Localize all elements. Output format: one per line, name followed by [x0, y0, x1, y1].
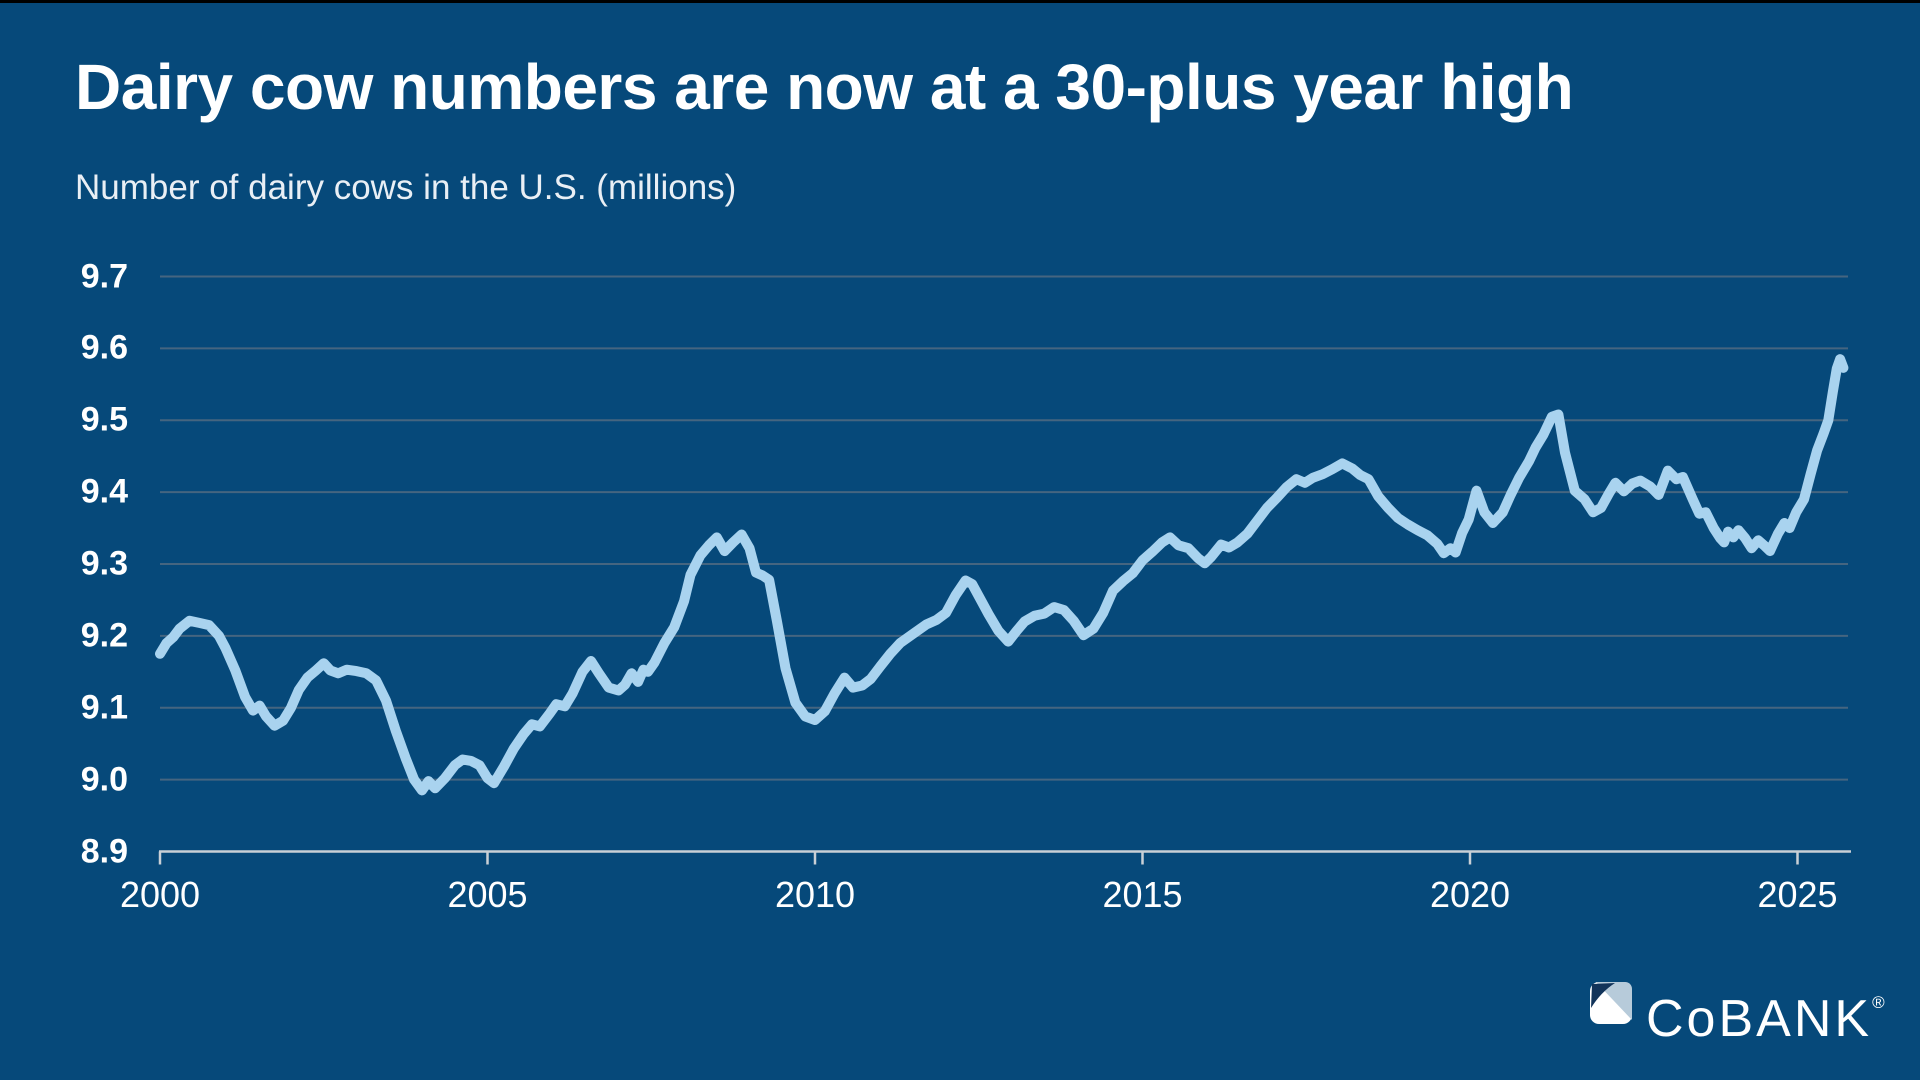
top-border [0, 0, 1920, 3]
y-tick-label: 9.2 [80, 616, 128, 655]
y-tick-label: 9.4 [80, 472, 128, 511]
y-tick-label: 8.9 [80, 832, 128, 870]
y-tick-label: 9.0 [80, 760, 128, 799]
x-tick-label: 2000 [119, 874, 201, 915]
y-tick-label: 9.7 [80, 257, 128, 295]
cobank-logo-icon [1590, 982, 1632, 1024]
x-tick-label: 2025 [1757, 874, 1838, 915]
y-tick-label: 9.6 [80, 328, 128, 367]
y-tick-label: 9.3 [80, 544, 128, 583]
registered-mark: ® [1872, 993, 1885, 1012]
y-tick-label: 9.5 [80, 400, 128, 439]
cobank-wordmark: CoBANK® [1646, 990, 1885, 1048]
dairy-cows-line-series [155, 354, 1849, 796]
chart-subtitle: Number of dairy cows in the U.S. (millio… [75, 168, 737, 207]
y-tick-label: 9.1 [80, 688, 128, 727]
x-tick-label: 2005 [447, 874, 528, 915]
x-tick-label: 2010 [774, 874, 856, 915]
x-tick-label: 2020 [1429, 874, 1511, 915]
cobank-logo: CoBANK® [1588, 980, 1885, 1048]
chart-title: Dairy cow numbers are now at a 30-plus y… [75, 51, 1574, 123]
x-tick-label: 2015 [1102, 874, 1183, 915]
